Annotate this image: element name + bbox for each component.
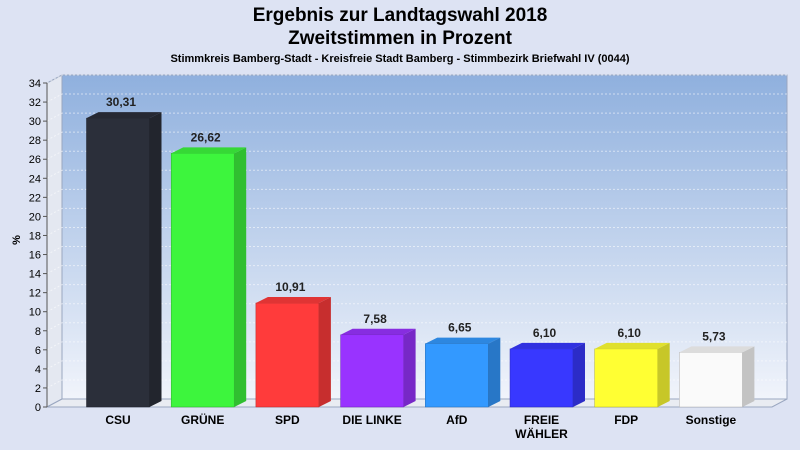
gridline	[46, 131, 787, 141]
y-axis-label: %	[11, 235, 23, 245]
y-tick-label: 10	[29, 307, 41, 319]
bar-afd: 6,65	[425, 321, 501, 408]
bar-front	[509, 348, 574, 408]
gridline	[46, 284, 787, 294]
x-tick-label: SPD	[275, 413, 300, 427]
bar-top	[679, 346, 755, 353]
bar-front	[340, 334, 404, 408]
gridline	[46, 303, 787, 313]
gridline	[46, 150, 787, 160]
bar-die-linke: 7,58	[340, 312, 416, 408]
bar-freie-wähler: 6,10	[509, 326, 585, 408]
bar-fdp: 6,10	[594, 326, 670, 408]
bar-front	[86, 117, 150, 408]
gridline	[46, 341, 787, 351]
gridline	[46, 188, 787, 198]
bar-side	[573, 342, 585, 407]
gridline	[46, 265, 787, 275]
y-tick-label: 30	[29, 116, 41, 128]
bar-top	[340, 328, 416, 335]
chart-region-subtitle: Stimmkreis Bamberg-Stadt - Kreisfreie St…	[170, 53, 630, 65]
bar-front	[594, 348, 658, 408]
y-tick-label: 2	[35, 383, 41, 395]
chart-title: Ergebnis zur Landtagswahl 2018	[252, 5, 548, 26]
y-tick-label: 16	[29, 250, 41, 262]
x-tick-label: Sonstige	[686, 413, 737, 427]
bar-top	[425, 337, 501, 344]
x-tick-label: DIE LINKE	[342, 413, 401, 427]
bar-csu: 30,31	[86, 95, 162, 408]
bar-side	[403, 328, 416, 407]
chart-subtitle: Zweitstimmen in Prozent	[288, 28, 512, 49]
y-tick-label: 0	[35, 402, 41, 414]
gridline	[46, 169, 787, 179]
bar-spd: 10,91	[255, 280, 331, 408]
gridline	[46, 226, 787, 236]
x-tick-label: AfD	[446, 413, 468, 427]
y-tick-label: 28	[29, 135, 41, 147]
bar-side	[488, 337, 501, 407]
data-label: 5,73	[702, 329, 726, 343]
data-label: 6,10	[533, 326, 557, 340]
y-tick-label: 24	[29, 173, 41, 185]
y-tick-label: 4	[35, 364, 41, 376]
gridline	[46, 112, 787, 122]
plot-back-wall	[61, 74, 788, 400]
x-tick-label: GRÜNE	[181, 412, 224, 427]
gridline	[46, 246, 787, 255]
data-label: 6,65	[448, 321, 472, 335]
data-label: 7,58	[363, 312, 387, 326]
y-tick-label: 32	[29, 97, 41, 109]
y-tick-label: 14	[29, 269, 41, 281]
y-tick-label: 20	[29, 211, 41, 223]
bar-top	[510, 342, 585, 349]
bar-side	[318, 297, 331, 407]
bar-top	[171, 147, 247, 154]
bar-front	[170, 153, 235, 408]
bar-sonstige: 5,73	[679, 329, 755, 408]
data-label: 30,31	[106, 95, 136, 109]
bar-front	[425, 343, 489, 408]
y-tick-label: 22	[29, 192, 41, 204]
x-tick-label: FDP	[614, 413, 638, 427]
data-label: 6,10	[618, 326, 642, 340]
y-tick-label: 34	[29, 78, 41, 90]
y-tick-label: 18	[29, 230, 41, 242]
y-tick-label: 6	[35, 345, 41, 357]
gridline	[46, 93, 787, 103]
bar-side	[149, 112, 162, 408]
gridline	[46, 74, 787, 84]
x-tick-label: WÄHLER	[515, 426, 568, 441]
y-tick-label: 12	[29, 288, 41, 300]
bar-top	[86, 112, 162, 119]
x-tick-label: CSU	[105, 413, 130, 427]
x-tick-label: FREIE	[524, 413, 559, 427]
bar-top	[255, 297, 331, 304]
bar-front	[679, 352, 743, 408]
data-label: 26,62	[191, 130, 221, 144]
bar-grüne: 26,62	[170, 130, 247, 408]
plot-side-wall	[46, 74, 63, 408]
bar-side	[742, 346, 755, 407]
bar-front	[255, 302, 320, 408]
y-tick-label: 8	[35, 326, 41, 338]
bar-top	[594, 342, 670, 349]
data-label: 10,91	[275, 280, 305, 294]
bar-side	[657, 342, 670, 407]
gridline	[46, 207, 787, 217]
gridline	[46, 322, 787, 332]
bar-side	[234, 147, 247, 407]
y-tick-label: 26	[29, 154, 41, 166]
